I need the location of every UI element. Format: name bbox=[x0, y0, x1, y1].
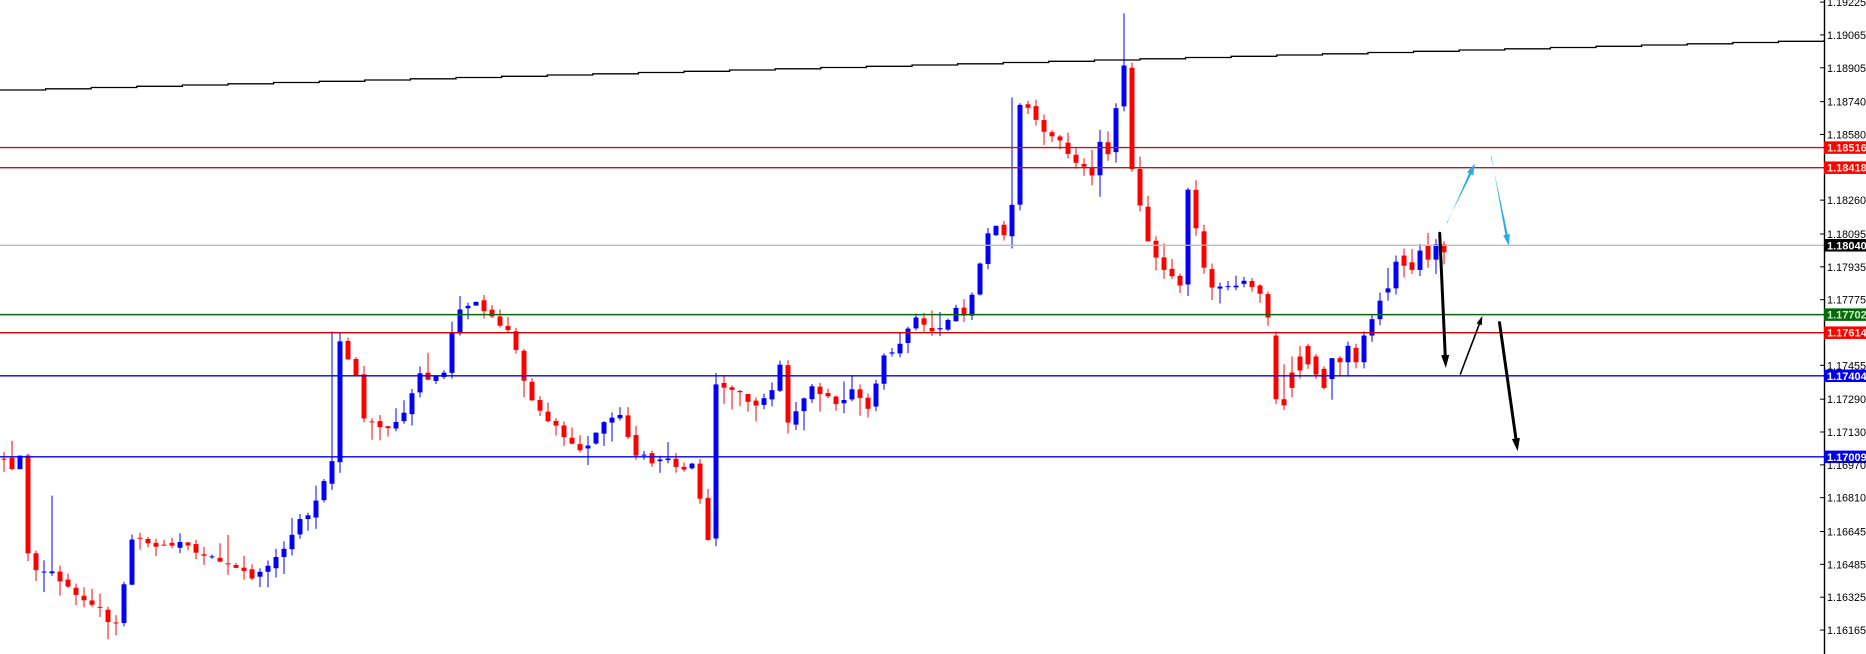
svg-text:1.16970: 1.16970 bbox=[1827, 460, 1866, 472]
svg-text:1.18516: 1.18516 bbox=[1827, 143, 1866, 155]
svg-text:1.17130: 1.17130 bbox=[1827, 427, 1866, 439]
svg-text:1.18418: 1.18418 bbox=[1827, 163, 1866, 175]
svg-text:1.16165: 1.16165 bbox=[1827, 625, 1866, 637]
svg-text:1.17290: 1.17290 bbox=[1827, 394, 1866, 406]
svg-text:1.16810: 1.16810 bbox=[1827, 493, 1866, 505]
svg-text:1.17702: 1.17702 bbox=[1827, 310, 1866, 322]
svg-text:1.18040: 1.18040 bbox=[1827, 240, 1866, 252]
svg-text:1.18740: 1.18740 bbox=[1827, 97, 1866, 109]
svg-text:1.19225: 1.19225 bbox=[1827, 0, 1866, 9]
svg-text:1.17775: 1.17775 bbox=[1827, 295, 1866, 307]
svg-text:1.17935: 1.17935 bbox=[1827, 262, 1866, 274]
svg-text:1.16325: 1.16325 bbox=[1827, 592, 1866, 604]
svg-text:1.18905: 1.18905 bbox=[1827, 63, 1866, 75]
svg-text:1.19065: 1.19065 bbox=[1827, 30, 1866, 42]
svg-text:1.17614: 1.17614 bbox=[1827, 328, 1866, 340]
svg-text:1.16485: 1.16485 bbox=[1827, 559, 1866, 571]
svg-text:1.17404: 1.17404 bbox=[1827, 371, 1866, 383]
svg-text:1.18580: 1.18580 bbox=[1827, 129, 1866, 141]
svg-text:1.16645: 1.16645 bbox=[1827, 527, 1866, 539]
svg-text:1.18260: 1.18260 bbox=[1827, 195, 1866, 207]
